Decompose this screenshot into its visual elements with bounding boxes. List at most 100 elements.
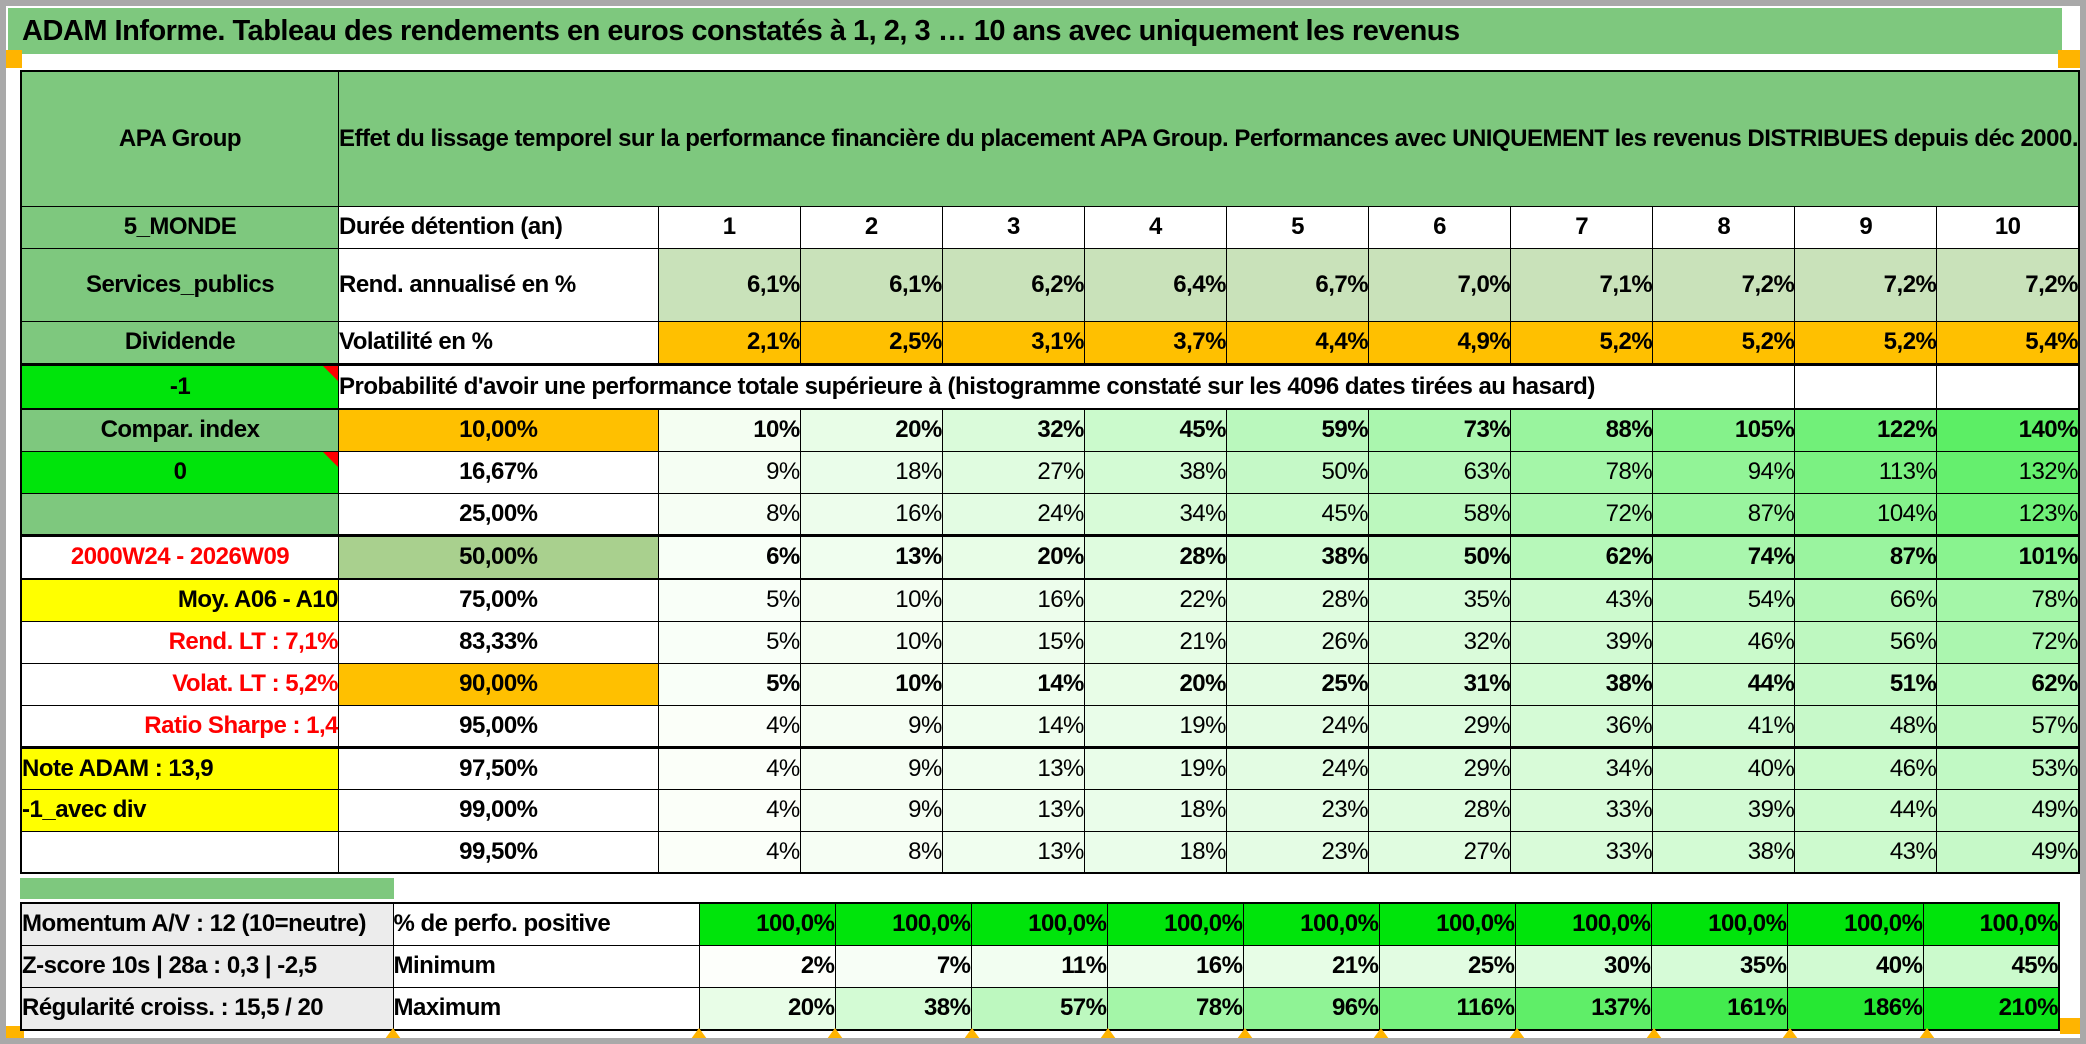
- stat-value-cell[interactable]: 57%: [970, 986, 1108, 1031]
- probability-cell[interactable]: 5%: [657, 662, 801, 706]
- probability-cell[interactable]: 18%: [1083, 788, 1227, 832]
- probability-cell[interactable]: 94%: [1652, 450, 1796, 494]
- stat-value-cell[interactable]: 100,0%: [1650, 902, 1788, 946]
- probability-note[interactable]: Probabilité d'avoir une performance tota…: [337, 363, 1796, 410]
- probability-cell[interactable]: 4%: [657, 746, 801, 790]
- stat-label-cell[interactable]: Momentum A/V : 12 (10=neutre): [20, 902, 394, 946]
- row-label-cell[interactable]: Dividende: [20, 320, 339, 366]
- threshold-cell[interactable]: 95,00%: [338, 704, 659, 749]
- probability-cell[interactable]: 4%: [657, 788, 801, 832]
- threshold-cell[interactable]: 50,00%: [338, 534, 659, 580]
- probability-cell[interactable]: 15%: [941, 620, 1085, 664]
- probability-cell[interactable]: 16%: [799, 492, 943, 537]
- probability-cell[interactable]: 49%: [1936, 788, 2080, 832]
- probability-cell[interactable]: 122%: [1794, 408, 1938, 452]
- probability-cell[interactable]: 62%: [1510, 534, 1654, 580]
- probability-cell[interactable]: 123%: [1936, 492, 2080, 537]
- probability-cell[interactable]: 14%: [941, 704, 1085, 749]
- probability-cell[interactable]: 36%: [1510, 704, 1654, 749]
- row-label-cell[interactable]: Moy. A06 - A10: [20, 578, 339, 622]
- probability-cell[interactable]: 13%: [941, 746, 1085, 790]
- probability-cell[interactable]: 29%: [1368, 746, 1512, 790]
- sheet-title[interactable]: ADAM Informe. Tableau des rendements en …: [8, 8, 2062, 54]
- probability-cell[interactable]: 5%: [657, 620, 801, 664]
- probability-cell[interactable]: 38%: [1510, 662, 1654, 706]
- probability-cell[interactable]: 10%: [799, 578, 943, 622]
- return-cell[interactable]: 6,1%: [799, 247, 943, 322]
- stat-label-cell[interactable]: Régularité croiss. : 15,5 / 20: [20, 986, 394, 1031]
- probability-cell[interactable]: 101%: [1936, 534, 2080, 580]
- probability-cell[interactable]: 59%: [1225, 408, 1370, 452]
- duration-cell[interactable]: 10: [1936, 205, 2080, 249]
- stat-label-cell[interactable]: Z-score 10s | 28a : 0,3 | -2,5: [20, 944, 394, 988]
- probability-cell[interactable]: 38%: [1225, 534, 1370, 580]
- probability-cell[interactable]: 88%: [1510, 408, 1654, 452]
- row-label-cell[interactable]: 0: [20, 450, 339, 494]
- probability-cell[interactable]: 87%: [1794, 534, 1938, 580]
- row-label-cell[interactable]: Volat. LT : 5,2%: [20, 662, 339, 706]
- row-label-cell[interactable]: 5_MONDE: [20, 205, 339, 249]
- stat-value-cell[interactable]: 38%: [834, 986, 972, 1031]
- stat-value-cell[interactable]: 2%: [698, 944, 836, 988]
- probability-cell[interactable]: 44%: [1652, 662, 1796, 706]
- probability-cell[interactable]: 104%: [1794, 492, 1938, 537]
- probability-cell[interactable]: 26%: [1225, 620, 1370, 664]
- row-label-cell[interactable]: -1_avec div: [20, 788, 339, 832]
- probability-cell[interactable]: 9%: [799, 788, 943, 832]
- probability-cell[interactable]: 19%: [1083, 704, 1227, 749]
- stat-value-cell[interactable]: 100,0%: [1514, 902, 1652, 946]
- probability-cell[interactable]: 27%: [1368, 830, 1512, 874]
- probability-cell[interactable]: 46%: [1652, 620, 1796, 664]
- threshold-cell[interactable]: 16,67%: [338, 450, 659, 494]
- probability-cell[interactable]: 13%: [799, 534, 943, 580]
- row-label-cell[interactable]: Services_publics: [20, 247, 339, 322]
- probability-cell[interactable]: 8%: [657, 492, 801, 537]
- probability-cell[interactable]: 62%: [1936, 662, 2080, 706]
- probability-cell[interactable]: 5%: [657, 578, 801, 622]
- probability-cell[interactable]: 66%: [1794, 578, 1938, 622]
- probability-cell[interactable]: 49%: [1936, 830, 2080, 874]
- row-label-cell[interactable]: Ratio Sharpe : 1,4: [20, 704, 339, 749]
- row-label-cell[interactable]: Compar. index: [20, 408, 339, 452]
- probability-cell[interactable]: 87%: [1652, 492, 1796, 537]
- stat-value-cell[interactable]: 100,0%: [834, 902, 972, 946]
- volatility-cell[interactable]: 5,2%: [1652, 320, 1796, 366]
- probability-cell[interactable]: 35%: [1368, 578, 1512, 622]
- row-label-cell[interactable]: Note ADAM : 13,9: [20, 746, 339, 790]
- stat-name-cell[interactable]: Minimum: [392, 944, 700, 988]
- return-cell[interactable]: 7,2%: [1936, 247, 2080, 322]
- probability-cell[interactable]: 28%: [1368, 788, 1512, 832]
- probability-cell[interactable]: 132%: [1936, 450, 2080, 494]
- probability-cell[interactable]: 29%: [1368, 704, 1512, 749]
- threshold-cell[interactable]: 75,00%: [338, 578, 659, 622]
- threshold-cell[interactable]: 99,50%: [338, 830, 659, 874]
- probability-cell[interactable]: 32%: [941, 408, 1085, 452]
- row-header-cell[interactable]: Durée détention (an): [338, 205, 659, 249]
- volatility-cell[interactable]: 5,4%: [1936, 320, 2080, 366]
- return-cell[interactable]: 7,2%: [1652, 247, 1796, 322]
- return-cell[interactable]: 6,1%: [657, 247, 801, 322]
- duration-cell[interactable]: 5: [1225, 205, 1370, 249]
- probability-cell[interactable]: 45%: [1083, 408, 1227, 452]
- stat-value-cell[interactable]: 100,0%: [1106, 902, 1244, 946]
- probability-cell[interactable]: 18%: [1083, 830, 1227, 874]
- volatility-cell[interactable]: 3,1%: [941, 320, 1085, 366]
- stat-value-cell[interactable]: 116%: [1378, 986, 1516, 1031]
- probability-cell[interactable]: 53%: [1936, 746, 2080, 790]
- probability-cell[interactable]: 43%: [1794, 830, 1938, 874]
- probability-cell[interactable]: 25%: [1225, 662, 1370, 706]
- probability-cell[interactable]: 23%: [1225, 788, 1370, 832]
- stat-value-cell[interactable]: 11%: [970, 944, 1108, 988]
- stat-value-cell[interactable]: 137%: [1514, 986, 1652, 1031]
- volatility-cell[interactable]: 5,2%: [1794, 320, 1938, 366]
- probability-cell[interactable]: 4%: [657, 704, 801, 749]
- probability-cell[interactable]: 34%: [1083, 492, 1227, 537]
- duration-cell[interactable]: 7: [1510, 205, 1654, 249]
- probability-cell[interactable]: 9%: [799, 746, 943, 790]
- probability-cell[interactable]: 27%: [941, 450, 1085, 494]
- probability-cell[interactable]: 72%: [1510, 492, 1654, 537]
- probability-cell[interactable]: 50%: [1225, 450, 1370, 494]
- probability-cell[interactable]: 50%: [1368, 534, 1512, 580]
- probability-cell[interactable]: 51%: [1794, 662, 1938, 706]
- probability-cell[interactable]: 113%: [1794, 450, 1938, 494]
